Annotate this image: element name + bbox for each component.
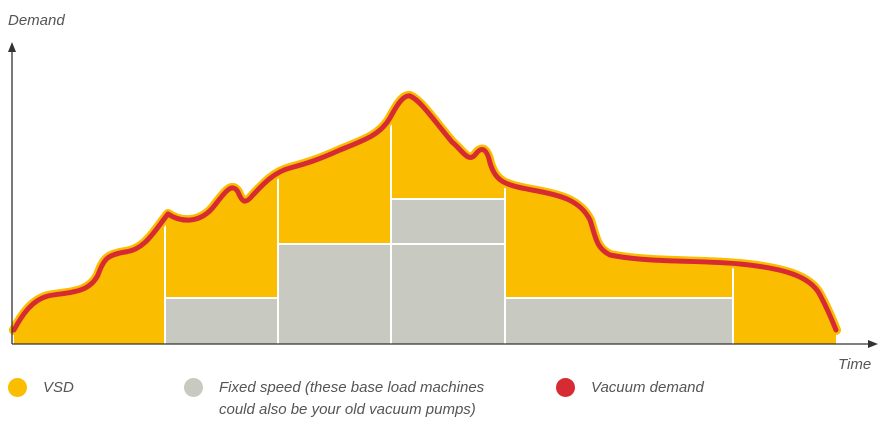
legend-label-fixed-speed: Fixed speed (these base load machines co…: [219, 379, 485, 418]
fixed-block-3: [391, 199, 505, 344]
vsd-swatch-icon: [8, 378, 27, 397]
vacuum-demand-swatch-icon: [556, 378, 575, 397]
x-axis-arrow: [868, 340, 878, 348]
legend-item-vacuum-demand: Vacuum demand: [556, 377, 704, 399]
fixed-block-1: [165, 298, 278, 344]
fixed-block-4: [505, 298, 733, 344]
y-axis-label: Demand: [8, 12, 65, 29]
legend-item-fixed-speed: Fixed speed (these base load machines co…: [184, 377, 519, 421]
legend-item-vsd: VSD: [8, 377, 74, 399]
x-axis-label: Time: [838, 356, 872, 373]
legend-label-vacuum-demand: Vacuum demand: [591, 379, 704, 396]
y-axis-arrow: [8, 42, 16, 52]
legend-label-vsd: VSD: [43, 379, 74, 396]
fixed-speed-swatch-icon: [184, 378, 203, 397]
vacuum-demand-line: [11, 93, 839, 333]
segment-dividers: [164, 118, 734, 344]
axes: [8, 42, 878, 348]
fixed-speed-blocks: [165, 199, 733, 344]
fixed-block-2: [278, 244, 391, 344]
